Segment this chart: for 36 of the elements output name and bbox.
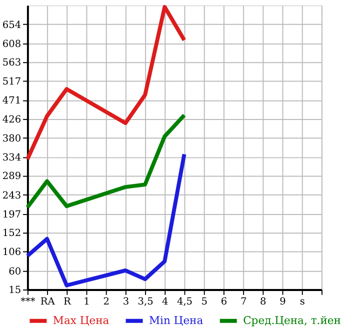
legend-label: Min Цена (148, 314, 204, 327)
x-tick-label: 6 (220, 296, 228, 308)
x-tick-label: 8 (260, 296, 266, 308)
legend-label: Сред.Цена, т.йен (243, 314, 341, 327)
y-tick-label: 197 (2, 209, 22, 220)
y-tick-label: 289 (2, 171, 22, 182)
x-tick-label: 3 (122, 296, 130, 308)
x-tick-label: s (300, 296, 305, 308)
x-tick-label: *** (20, 296, 36, 308)
y-tick-label: 426 (2, 114, 22, 126)
x-tick-label: 5 (201, 296, 208, 308)
x-tick-label: 7 (240, 296, 247, 308)
y-tick-label: 15 (8, 284, 22, 296)
y-tick-label: 106 (2, 247, 22, 258)
y-tick-label: 334 (2, 152, 22, 164)
y-tick-label: 517 (2, 76, 22, 88)
x-tick-label: 4,5 (176, 296, 193, 308)
x-tick-label: RA (40, 296, 56, 308)
y-tick-label: 243 (2, 190, 22, 202)
y-tick-label: 380 (2, 133, 22, 144)
y-tick-label: 563 (2, 58, 22, 69)
x-tick-label: 3,5 (138, 296, 154, 308)
y-tick-label: 152 (2, 228, 22, 240)
line-series (25, 4, 186, 162)
line-series (25, 152, 186, 288)
line-series (25, 113, 186, 210)
x-tick-label: R (63, 296, 72, 308)
y-tick-label: 471 (2, 96, 22, 107)
y-tick-label: 654 (2, 20, 22, 31)
x-tick-label: 4 (162, 296, 168, 308)
x-tick-label: 1 (84, 296, 90, 308)
x-tick-label: 9 (280, 296, 286, 308)
y-tick-label: 608 (2, 38, 22, 50)
y-tick-label: 60 (8, 266, 22, 278)
legend-label: Max Цена (52, 314, 110, 327)
x-tick-label: 2 (103, 296, 110, 308)
